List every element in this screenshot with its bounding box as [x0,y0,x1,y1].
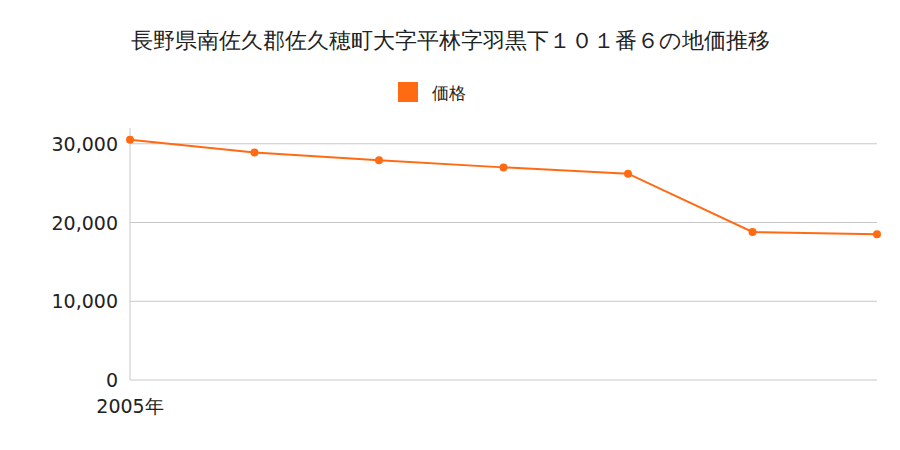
y-tick-label: 0 [106,369,118,391]
line [130,140,877,235]
grid-line [130,380,877,381]
point [873,230,881,238]
y-tick-label: 20,000 [52,212,118,234]
point [251,148,259,156]
point [375,156,383,164]
legend-swatch [398,82,418,102]
grid-line [130,143,877,144]
legend: 価格 [398,82,466,103]
point [126,136,134,144]
x-tick-label: 2005年 [96,395,163,417]
grid-line [130,301,877,302]
chart: 長野県南佐久郡佐久穂町大字平林字羽黒下１０１番６の地価推移価格 0 10,000 20… [0,0,900,450]
plot-area [126,136,881,239]
legend-label: 価格 [432,83,466,103]
point [500,163,508,171]
grid-line [130,222,877,223]
y-tick-label: 30,000 [52,133,118,155]
point [749,228,757,236]
point [624,170,632,178]
title: 長野県南佐久郡佐久穂町大字平林字羽黒下１０１番６の地価推移 [131,28,770,53]
y-tick-label: 10,000 [52,290,118,312]
y-axis-line [130,128,131,380]
